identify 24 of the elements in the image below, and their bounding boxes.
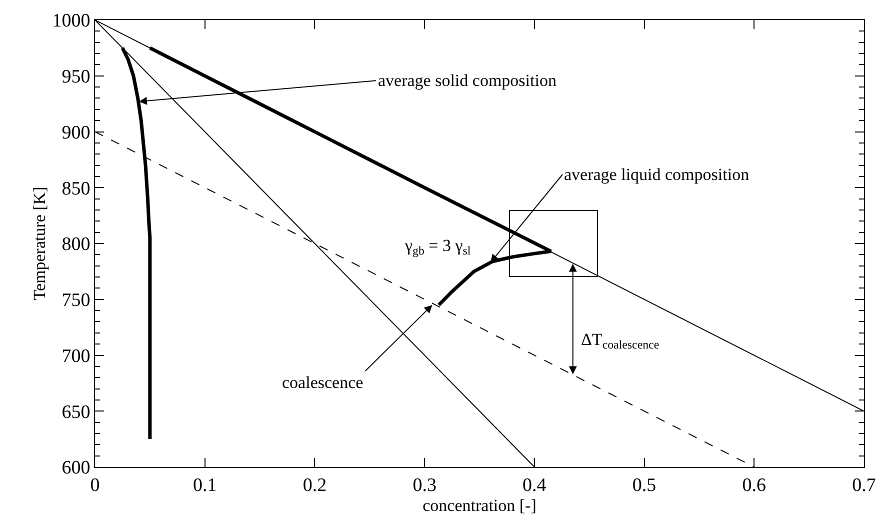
y-tick-label: 600 — [62, 458, 90, 479]
y-tick-label: 900 — [62, 122, 90, 144]
x-tick-label: 0.7 — [852, 474, 876, 496]
y-tick-label: 750 — [62, 290, 90, 312]
x-tick-label: 0.6 — [742, 474, 766, 496]
y-axis-title: Temperature [K] — [30, 186, 49, 300]
y-tick-label: 950 — [62, 66, 90, 88]
x-tick-label: 0.5 — [632, 474, 656, 496]
annotation: coalescence — [282, 373, 364, 392]
x-tick-label: 0.2 — [302, 474, 327, 496]
annotation: γ$_{gb}$ = 3 γ$_{sl}$ — [404, 236, 472, 258]
annotation: ΔT$_{coalescence}$ — [581, 330, 660, 352]
annotation: average solid composition — [378, 71, 557, 90]
x-tick-label: 0.1 — [192, 474, 217, 496]
x-tick-label: 0.3 — [412, 474, 436, 496]
x-tick-label: 0 — [90, 474, 100, 496]
y-tick-label: 650 — [62, 402, 90, 423]
y-tick-label: 800 — [62, 234, 90, 256]
y-tick-label: 1000 — [52, 10, 90, 32]
y-tick-label: 700 — [62, 346, 90, 367]
annotation: average liquid composition — [564, 165, 750, 184]
x-axis-title: concentration [-] — [422, 496, 536, 515]
y-tick-label: 850 — [62, 178, 90, 200]
x-tick-label: 0.4 — [522, 474, 547, 496]
